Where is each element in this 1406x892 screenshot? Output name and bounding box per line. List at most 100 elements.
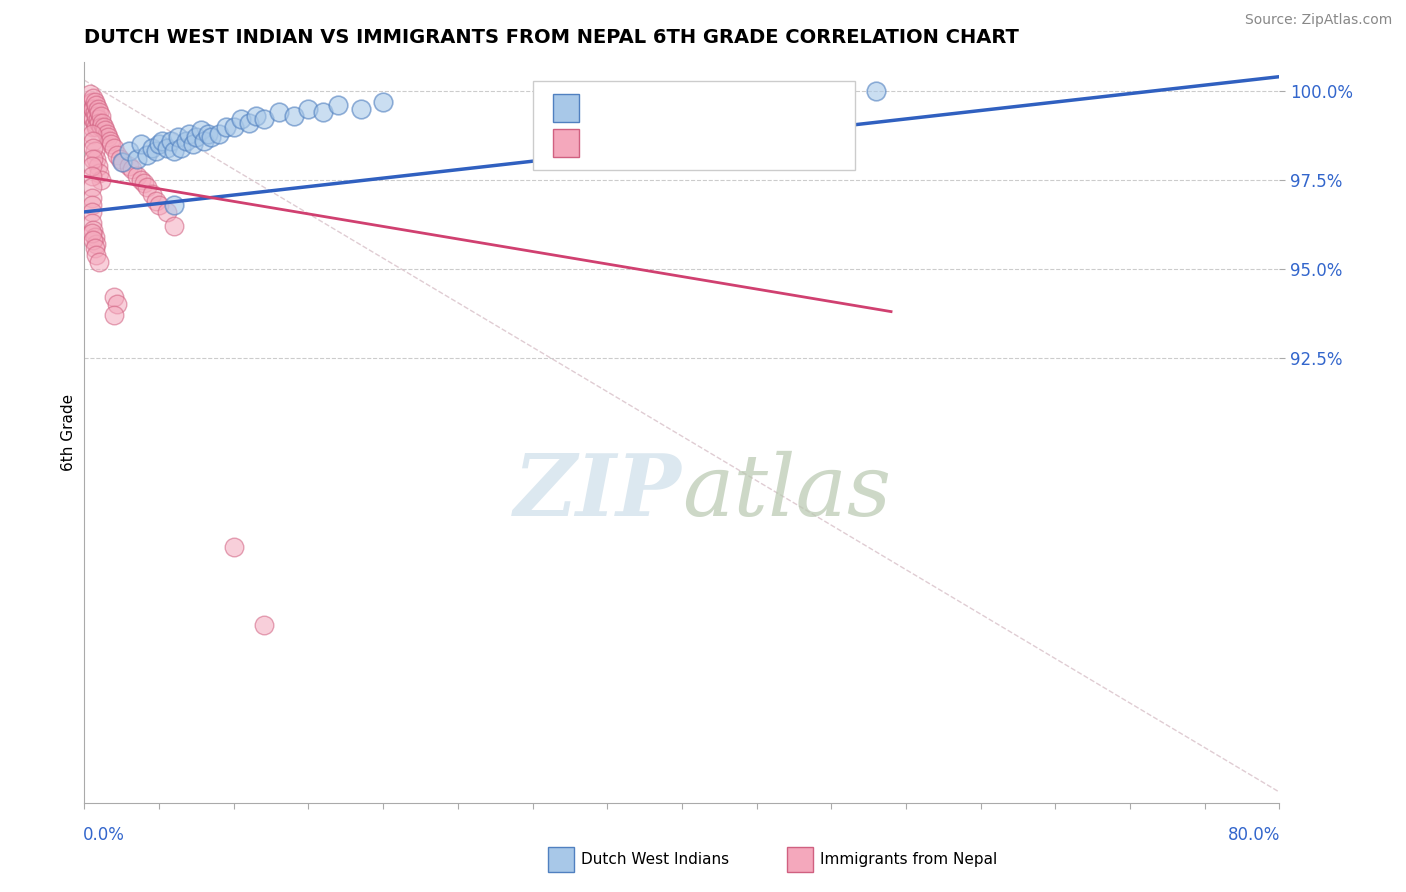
- Point: [155, 141, 177, 155]
- Text: Source: ZipAtlas.com: Source: ZipAtlas.com: [1244, 13, 1392, 28]
- FancyBboxPatch shape: [533, 81, 855, 169]
- Point: [145, 194, 167, 209]
- Point: [328, 98, 350, 112]
- Text: ZIP: ZIP: [515, 450, 682, 533]
- Point: [105, 148, 128, 162]
- Point: [83, 95, 105, 109]
- Point: [89, 116, 111, 130]
- Point: [112, 155, 135, 169]
- Point: [83, 116, 105, 130]
- Point: [197, 127, 219, 141]
- Point: [89, 254, 111, 268]
- Point: [82, 141, 104, 155]
- Point: [80, 109, 103, 123]
- FancyBboxPatch shape: [553, 129, 579, 157]
- Point: [174, 134, 197, 148]
- Point: [80, 205, 103, 219]
- Point: [129, 137, 152, 152]
- Point: [145, 145, 167, 159]
- Point: [186, 130, 208, 145]
- Point: [190, 123, 212, 137]
- Point: [103, 141, 125, 155]
- Text: 0.0%: 0.0%: [83, 827, 125, 845]
- Point: [83, 230, 105, 244]
- Point: [87, 159, 110, 173]
- Point: [87, 102, 110, 116]
- Point: [83, 145, 105, 159]
- Point: [111, 155, 134, 169]
- Point: [86, 120, 108, 134]
- Text: 80.0%: 80.0%: [1229, 827, 1281, 845]
- Point: [97, 130, 120, 145]
- Point: [121, 162, 143, 177]
- Point: [98, 134, 121, 148]
- Point: [82, 234, 104, 248]
- Point: [82, 134, 104, 148]
- Point: [82, 152, 104, 166]
- Point: [208, 127, 231, 141]
- Point: [125, 169, 148, 184]
- Point: [80, 127, 103, 141]
- Point: [163, 219, 186, 234]
- Point: [90, 109, 112, 123]
- Point: [215, 120, 238, 134]
- Point: [80, 102, 103, 116]
- Point: [89, 105, 111, 120]
- Point: [86, 152, 108, 166]
- Point: [125, 152, 148, 166]
- Point: [83, 241, 105, 255]
- Point: [373, 95, 395, 109]
- Text: Dutch West Indians: Dutch West Indians: [581, 853, 728, 867]
- Point: [141, 141, 163, 155]
- Point: [100, 137, 122, 152]
- Point: [80, 227, 103, 241]
- Point: [82, 112, 104, 127]
- Point: [86, 98, 108, 112]
- Point: [118, 159, 141, 173]
- Point: [312, 105, 335, 120]
- Point: [118, 145, 141, 159]
- Point: [170, 141, 193, 155]
- Point: [163, 198, 186, 212]
- Point: [193, 134, 215, 148]
- Point: [80, 159, 103, 173]
- Point: [148, 198, 170, 212]
- Point: [80, 191, 103, 205]
- Point: [86, 247, 108, 261]
- Text: DUTCH WEST INDIAN VS IMMIGRANTS FROM NEPAL 6TH GRADE CORRELATION CHART: DUTCH WEST INDIAN VS IMMIGRANTS FROM NEP…: [84, 28, 1019, 47]
- Point: [167, 130, 190, 145]
- Point: [80, 95, 103, 109]
- Point: [83, 105, 105, 120]
- Point: [238, 116, 260, 130]
- Point: [79, 87, 101, 102]
- Point: [80, 120, 103, 134]
- Point: [350, 102, 373, 116]
- Point: [80, 180, 103, 194]
- Point: [93, 120, 115, 134]
- Point: [150, 134, 173, 148]
- Point: [80, 169, 103, 184]
- Point: [103, 290, 125, 304]
- Point: [148, 137, 170, 152]
- Point: [160, 134, 183, 148]
- Point: [89, 166, 111, 180]
- Point: [80, 198, 103, 212]
- Point: [865, 84, 887, 98]
- Point: [82, 91, 104, 105]
- FancyBboxPatch shape: [553, 94, 579, 121]
- Point: [129, 173, 152, 187]
- Point: [177, 127, 200, 141]
- Point: [222, 540, 245, 554]
- Point: [82, 223, 104, 237]
- Point: [200, 130, 222, 145]
- Point: [283, 109, 305, 123]
- Point: [155, 205, 177, 219]
- Point: [86, 109, 108, 123]
- Text: atlas: atlas: [682, 450, 891, 533]
- Point: [136, 148, 159, 162]
- Point: [110, 152, 132, 166]
- Point: [90, 173, 112, 187]
- Point: [141, 187, 163, 202]
- Point: [105, 297, 128, 311]
- Text: R =  0.546    N = 38: R = 0.546 N = 38: [589, 99, 770, 117]
